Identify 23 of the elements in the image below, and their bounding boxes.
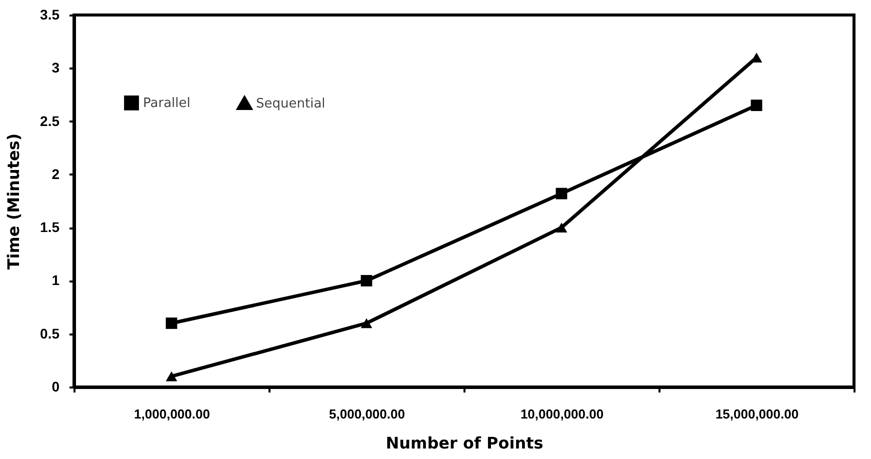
y-axis-title: Time (Minutes) <box>4 133 24 270</box>
point <box>556 222 568 233</box>
y-tick-label: 0.5 <box>40 325 60 342</box>
x-axis-title: Number of Points <box>386 434 544 452</box>
point <box>360 275 372 286</box>
y-tick-label: 1.5 <box>40 219 60 236</box>
legend-label: Parallel <box>143 96 190 111</box>
x-tick-label: 5,000,000.00 <box>329 406 405 422</box>
y-tick-label: 0 <box>52 378 60 394</box>
legend-label: Sequential <box>256 96 326 112</box>
x-tick-label: 15,000,000.00 <box>715 406 799 422</box>
y-tick-label: 3.5 <box>40 6 60 22</box>
y-tick-label: 1 <box>52 272 60 288</box>
point <box>750 100 762 112</box>
x-tick-label: 10,000,000.00 <box>520 406 604 422</box>
point <box>556 188 568 200</box>
y-tick-label: 2 <box>52 166 60 182</box>
x-tick-label: 1,000,000.00 <box>134 406 210 422</box>
point <box>166 371 178 382</box>
y-tick-label: 2.5 <box>40 112 60 129</box>
point <box>360 318 372 328</box>
point <box>166 318 178 329</box>
y-tick-label: 3 <box>52 60 60 76</box>
